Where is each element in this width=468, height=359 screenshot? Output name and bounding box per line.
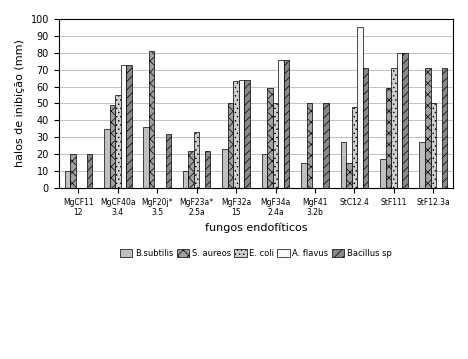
Bar [234, 81, 239, 188]
Bar [351, 107, 357, 188]
Bar [396, 53, 402, 188]
Bar [205, 151, 211, 188]
Bar [222, 149, 228, 188]
Bar [419, 142, 425, 188]
Bar [386, 88, 391, 188]
Bar [65, 171, 70, 188]
Bar [183, 171, 189, 188]
Bar [104, 129, 110, 188]
Bar [402, 53, 408, 188]
Bar [346, 163, 351, 188]
Bar [380, 159, 386, 188]
Bar [239, 80, 244, 188]
Bar [323, 103, 329, 188]
Bar [149, 51, 154, 188]
Bar [189, 151, 194, 188]
Bar [121, 65, 126, 188]
Bar [357, 27, 363, 188]
Bar [110, 105, 115, 188]
Bar [143, 127, 149, 188]
Bar [284, 60, 289, 188]
Bar [126, 65, 132, 188]
Bar [431, 103, 436, 188]
Bar [115, 95, 121, 188]
Bar [166, 134, 171, 188]
Bar [363, 68, 368, 188]
Bar [442, 68, 447, 188]
Bar [391, 68, 396, 188]
Bar [273, 103, 278, 188]
Bar [301, 163, 307, 188]
Bar [244, 80, 250, 188]
Y-axis label: halos de inibição (mm): halos de inibição (mm) [15, 39, 25, 167]
Bar [267, 88, 273, 188]
Bar [87, 154, 92, 188]
Bar [228, 103, 234, 188]
Bar [425, 68, 431, 188]
Bar [194, 132, 199, 188]
Bar [341, 142, 346, 188]
Bar [70, 154, 76, 188]
X-axis label: fungos endofíticos: fungos endofíticos [205, 223, 307, 233]
Legend: B.subtilis, S. aureos, E. coli, A. flavus, Bacillus sp: B.subtilis, S. aureos, E. coli, A. flavu… [118, 247, 394, 260]
Bar [278, 60, 284, 188]
Bar [262, 154, 267, 188]
Bar [307, 103, 312, 188]
